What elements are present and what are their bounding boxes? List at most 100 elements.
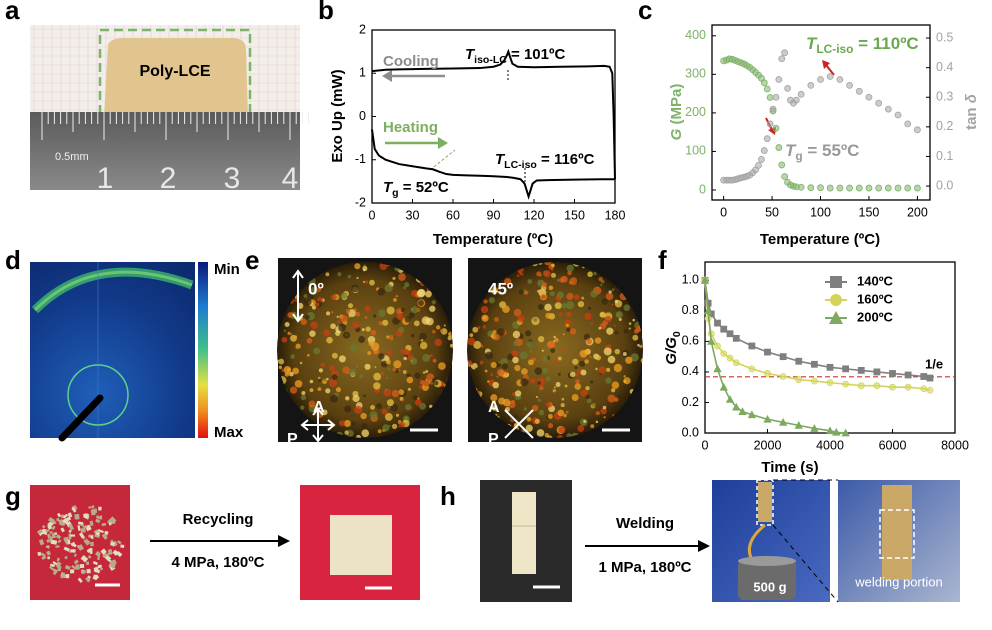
x-tick-label: 30	[406, 208, 420, 222]
birefringence-speck	[537, 290, 540, 293]
birefringence-speck	[354, 406, 362, 414]
birefringence-speck	[425, 370, 428, 373]
birefringence-speck	[273, 390, 278, 395]
panel-label: g	[5, 481, 21, 511]
birefringence-speck	[596, 411, 600, 415]
birefringence-speck	[438, 362, 446, 370]
birefringence-speck	[274, 353, 276, 355]
colorbar-max: Max	[214, 424, 244, 441]
birefringence-speck	[410, 407, 412, 409]
polymer-chip	[70, 569, 74, 573]
birefringence-speck	[312, 305, 316, 309]
birefringence-speck	[351, 421, 356, 426]
birefringence-speck	[369, 341, 375, 347]
birefringence-speck	[472, 327, 478, 333]
birefringence-speck	[386, 377, 388, 379]
birefringence-speck	[615, 331, 619, 335]
birefringence-speck	[392, 390, 399, 397]
birefringence-speck	[392, 277, 395, 280]
birefringence-speck	[641, 358, 646, 363]
data-marker	[827, 74, 833, 80]
birefringence-speck	[292, 368, 299, 375]
birefringence-speck	[379, 321, 383, 325]
birefringence-speck	[550, 291, 555, 296]
ruler-number: 3	[224, 162, 241, 195]
data-marker	[796, 377, 802, 383]
polymer-chip	[70, 549, 75, 552]
birefringence-speck	[616, 312, 621, 317]
birefringence-speck	[548, 414, 553, 419]
data-marker	[793, 97, 799, 103]
birefringence-speck	[301, 391, 305, 395]
y-axis-label: Exo Up (mW)	[329, 69, 346, 162]
birefringence-speck	[361, 423, 367, 429]
x-tick-label: 0	[702, 438, 709, 452]
birefringence-speck	[373, 314, 376, 317]
birefringence-speck	[542, 350, 544, 352]
birefringence-speck	[600, 284, 602, 286]
birefringence-speck	[544, 270, 551, 277]
analyzer-label: A	[488, 399, 500, 416]
birefringence-speck	[318, 387, 322, 391]
birefringence-speck	[561, 303, 567, 309]
birefringence-speck	[405, 316, 411, 322]
birefringence-speck	[290, 333, 293, 336]
birefringence-speck	[417, 397, 419, 399]
birefringence-speck	[310, 380, 314, 384]
legend-label: 140ºC	[857, 273, 893, 288]
data-marker	[827, 380, 833, 386]
data-marker	[761, 80, 767, 86]
data-marker	[782, 173, 788, 179]
birefringence-speck	[494, 317, 499, 322]
birefringence-speck	[605, 377, 611, 383]
birefringence-speck	[376, 403, 382, 409]
birefringence-speck	[634, 329, 639, 334]
birefringence-speck	[344, 430, 348, 434]
data-marker	[905, 185, 911, 191]
birefringence-speck	[310, 388, 314, 392]
birefringence-speck	[351, 285, 359, 293]
birefringence-speck	[343, 332, 350, 339]
data-marker	[756, 162, 762, 168]
birefringence-speck	[608, 356, 616, 364]
birefringence-speck	[315, 302, 319, 306]
birefringence-speck	[378, 309, 386, 317]
y2-axis-label-part: δ	[963, 93, 980, 103]
birefringence-speck	[584, 349, 589, 354]
birefringence-speck	[326, 378, 329, 381]
birefringence-speck	[415, 399, 421, 405]
birefringence-speck	[367, 351, 371, 355]
data-marker	[890, 370, 896, 376]
birefringence-speck	[337, 316, 339, 318]
birefringence-speck	[592, 403, 596, 407]
birefringence-speck	[527, 279, 532, 284]
x-tick-label: 4000	[816, 438, 844, 452]
birefringence-speck	[483, 299, 487, 303]
birefringence-speck	[363, 269, 365, 271]
birefringence-speck	[365, 316, 368, 319]
y-axis-label-part: 0	[671, 331, 683, 337]
birefringence-speck	[433, 359, 436, 362]
data-marker	[798, 91, 804, 97]
birefringence-speck	[377, 288, 385, 296]
birefringence-speck	[366, 326, 371, 331]
data-marker	[773, 125, 779, 131]
birefringence-speck	[587, 271, 593, 277]
birefringence-speck	[492, 382, 499, 389]
birefringence-speck	[549, 402, 552, 405]
data-marker	[914, 185, 920, 191]
colorbar-min: Min	[214, 261, 240, 278]
birefringence-speck	[473, 363, 477, 367]
birefringence-speck	[313, 348, 320, 355]
birefringence-speck	[451, 297, 457, 303]
birefringence-speck	[555, 302, 562, 309]
birefringence-speck	[623, 352, 627, 356]
birefringence-speck	[590, 424, 594, 428]
birefringence-speck	[596, 355, 601, 360]
birefringence-speck	[361, 429, 369, 437]
birefringence-speck	[325, 388, 330, 393]
birefringence-speck	[559, 277, 564, 282]
birefringence-speck	[485, 352, 493, 360]
y-tick-label: 0.2	[682, 395, 699, 409]
y-tick-label: 300	[685, 67, 706, 81]
